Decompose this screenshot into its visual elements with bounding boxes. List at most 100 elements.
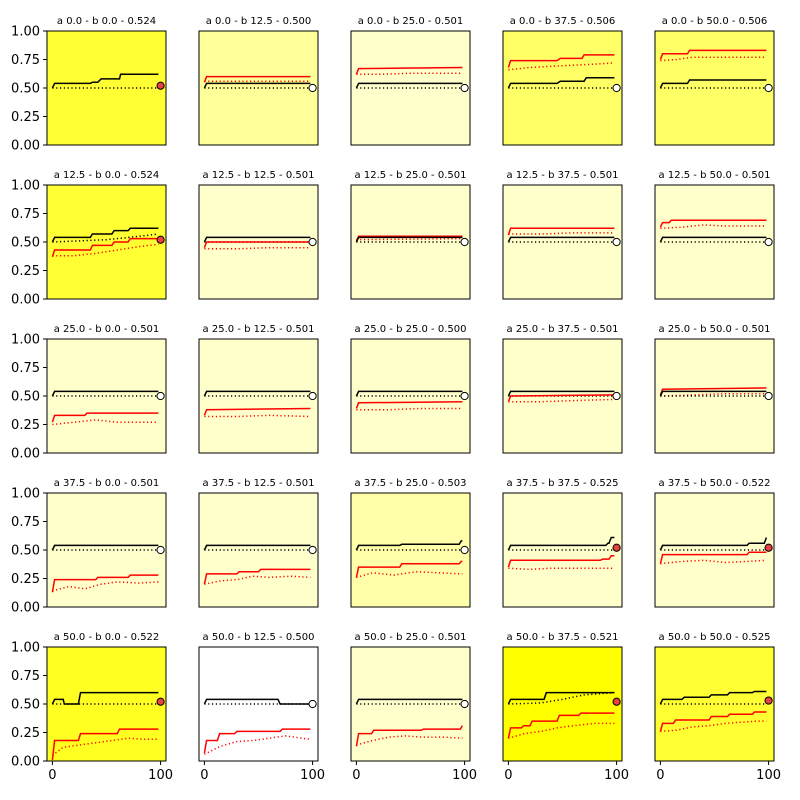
panel-title: a 37.5 - b 50.0 - 0.522 [659, 478, 771, 489]
y-tick-label: 0.50 [11, 390, 40, 405]
y-tick-label: 0.75 [11, 515, 40, 530]
end-marker [309, 84, 316, 91]
panel-title: a 50.0 - b 50.0 - 0.525 [659, 632, 771, 643]
panel-title: a 0.0 - b 37.5 - 0.506 [510, 16, 616, 27]
panel: a 0.0 - b 25.0 - 0.501 [351, 16, 470, 145]
x-tick-label: 100 [604, 768, 629, 783]
end-marker [309, 700, 316, 707]
y-tick-label: 0.75 [11, 207, 40, 222]
end-marker [157, 698, 164, 705]
panel: a 37.5 - b 37.5 - 0.525 [503, 478, 622, 607]
end-marker [157, 546, 164, 553]
panel: a 50.0 - b 12.5 - 0.500 0 100 [199, 632, 325, 783]
end-marker [613, 392, 620, 399]
panel: a 0.0 - b 12.5 - 0.500 [199, 16, 318, 145]
y-tick-label: 0.25 [11, 264, 40, 279]
y-tick-label: 0.25 [11, 418, 40, 433]
end-marker [461, 546, 468, 553]
end-marker [157, 82, 164, 89]
end-marker [309, 238, 316, 245]
panel: a 37.5 - b 0.0 - 0.5010.000.250.500.751.… [11, 478, 166, 616]
end-marker [461, 392, 468, 399]
y-tick-label: 0.00 [11, 601, 40, 616]
panel: a 0.0 - b 37.5 - 0.506 [503, 16, 622, 145]
panel: a 12.5 - b 50.0 - 0.501 [655, 170, 774, 299]
y-tick-label: 0.00 [11, 293, 40, 308]
panel-title: a 25.0 - b 37.5 - 0.501 [507, 324, 619, 335]
panel-title: a 25.0 - b 50.0 - 0.501 [659, 324, 771, 335]
panel-title: a 0.0 - b 50.0 - 0.506 [662, 16, 768, 27]
panel-title: a 0.0 - b 25.0 - 0.501 [358, 16, 464, 27]
panel: a 50.0 - b 50.0 - 0.525 0 100 [655, 632, 781, 783]
end-marker [461, 700, 468, 707]
x-tick-label: 100 [148, 768, 173, 783]
x-tick-label: 0 [200, 768, 208, 783]
panel-title: a 50.0 - b 0.0 - 0.522 [54, 632, 160, 643]
x-tick-label: 0 [352, 768, 360, 783]
panel: a 50.0 - b 37.5 - 0.521 0 100 [503, 632, 629, 783]
end-marker [613, 84, 620, 91]
y-tick-label: 1.00 [11, 179, 40, 194]
y-tick-label: 0.00 [11, 447, 40, 462]
panel: a 12.5 - b 0.0 - 0.5240.000.250.500.751.… [11, 170, 166, 308]
panel-title: a 0.0 - b 12.5 - 0.500 [206, 16, 312, 27]
end-marker [157, 236, 164, 243]
x-tick-label: 0 [504, 768, 512, 783]
y-tick-label: 0.75 [11, 669, 40, 684]
end-marker [461, 238, 468, 245]
y-tick-label: 1.00 [11, 25, 40, 40]
panel: a 12.5 - b 25.0 - 0.501 [351, 170, 470, 299]
y-tick-label: 0.50 [11, 544, 40, 559]
panel-title: a 12.5 - b 0.0 - 0.524 [54, 170, 160, 181]
panel: a 50.0 - b 0.0 - 0.522 0.00 0.25 0.50 0.75 1.… [11, 632, 173, 783]
panel: a 37.5 - b 12.5 - 0.501 [199, 478, 318, 607]
end-marker [309, 392, 316, 399]
end-marker [765, 697, 772, 704]
panel-title: a 37.5 - b 0.0 - 0.501 [54, 478, 160, 489]
end-marker [765, 544, 772, 551]
panel-title: a 25.0 - b 0.0 - 0.501 [54, 324, 160, 335]
panel-title: a 50.0 - b 25.0 - 0.501 [355, 632, 467, 643]
panel-title: a 37.5 - b 12.5 - 0.501 [203, 478, 315, 489]
panel: a 37.5 - b 50.0 - 0.522 [655, 478, 774, 607]
panel-title: a 50.0 - b 12.5 - 0.500 [203, 632, 315, 643]
panel-title: a 50.0 - b 37.5 - 0.521 [507, 632, 619, 643]
end-marker [613, 544, 620, 551]
end-marker [309, 546, 316, 553]
end-marker [765, 392, 772, 399]
panel-title: a 12.5 - b 37.5 - 0.501 [507, 170, 619, 181]
end-marker [765, 84, 772, 91]
panel: a 12.5 - b 12.5 - 0.501 [199, 170, 318, 299]
end-marker [765, 238, 772, 245]
panel: a 37.5 - b 25.0 - 0.503 [351, 478, 470, 607]
panel: a 25.0 - b 25.0 - 0.500 [351, 324, 470, 453]
y-tick-label: 0.25 [11, 110, 40, 125]
y-tick-label: 1.00 [11, 641, 40, 656]
panel: a 0.0 - b 0.0 - 0.524 0.00 0.25 0.50 0.75 1.0… [11, 16, 166, 154]
y-tick-label: 0.75 [11, 361, 40, 376]
panel: a 0.0 - b 50.0 - 0.506 [655, 16, 774, 145]
x-tick-label: 0 [48, 768, 56, 783]
end-marker [157, 392, 164, 399]
panel: a 50.0 - b 25.0 - 0.5010 100 [351, 632, 477, 783]
panel: a 25.0 - b 37.5 - 0.501 [503, 324, 622, 453]
y-tick-label: 1.00 [11, 333, 40, 348]
panel-title: a 25.0 - b 12.5 - 0.501 [203, 324, 315, 335]
x-tick-label: 100 [300, 768, 325, 783]
y-tick-label: 0.00 [11, 755, 40, 770]
y-tick-label: 0.00 [11, 139, 40, 154]
panel-title: a 37.5 - b 37.5 - 0.525 [507, 478, 619, 489]
panel: a 25.0 - b 12.5 - 0.501 [199, 324, 318, 453]
panel: a 12.5 - b 37.5 - 0.501 [503, 170, 622, 299]
panel: a 25.0 - b 50.0 - 0.501 [655, 324, 774, 453]
panel-title: a 12.5 - b 25.0 - 0.501 [355, 170, 467, 181]
panel-title: a 12.5 - b 50.0 - 0.501 [659, 170, 771, 181]
panel-title: a 12.5 - b 12.5 - 0.501 [203, 170, 315, 181]
y-tick-label: 0.50 [11, 82, 40, 97]
x-tick-label: 0 [656, 768, 664, 783]
y-tick-label: 0.50 [11, 698, 40, 713]
y-tick-label: 0.75 [11, 53, 40, 68]
panel-title: a 25.0 - b 25.0 - 0.500 [355, 324, 467, 335]
x-tick-label: 100 [756, 768, 781, 783]
